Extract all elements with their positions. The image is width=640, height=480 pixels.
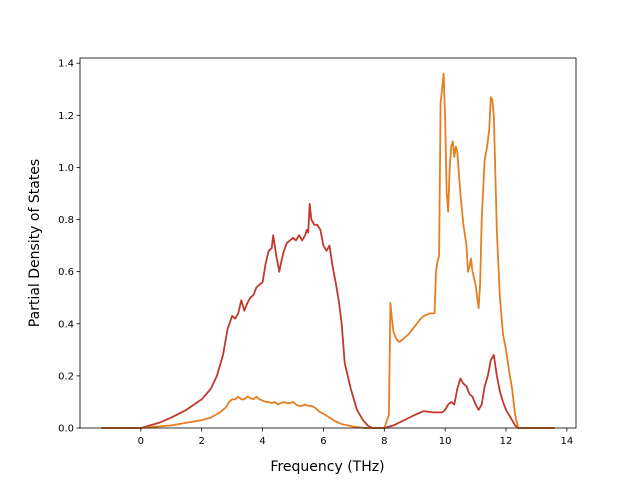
x-tick-label: 8: [381, 436, 387, 447]
x-tick-label: 4: [259, 436, 265, 447]
y-tick-label: 0.8: [58, 215, 74, 226]
y-tick-label: 1.0: [58, 163, 74, 174]
x-tick-label: 0: [138, 436, 144, 447]
y-tick-label: 1.4: [58, 59, 74, 70]
series-layer: [101, 72, 555, 429]
x-tick-label: 6: [320, 436, 326, 447]
y-tick-label: 0.0: [58, 424, 74, 435]
axes-frame: [79, 57, 577, 429]
series-line-1: [101, 202, 555, 429]
y-axis-label: Partial Density of States: [27, 159, 43, 327]
y-tick-label: 0.2: [58, 371, 74, 382]
x-tick-label: 12: [500, 436, 513, 447]
x-tick-label: 10: [439, 436, 452, 447]
x-axis-label: Frequency (THz): [270, 459, 384, 475]
y-tick-label: 1.2: [58, 111, 74, 122]
y-tick-label: 0.4: [58, 319, 74, 330]
x-tick-label: 14: [561, 436, 574, 447]
x-tick-label: 2: [199, 436, 205, 447]
series-line-2: [101, 72, 555, 429]
axes-layer: 0 2 4 6 8 10 12 14 0.0 0.2 0.4 0.6 0.8 1.0 1.2 1.4: [58, 57, 577, 447]
y-tick-label: 0.6: [58, 267, 74, 278]
